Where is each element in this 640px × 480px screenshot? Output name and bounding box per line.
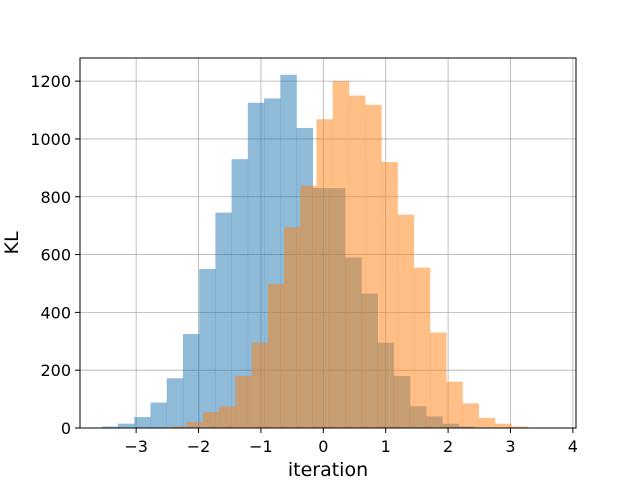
x-tick-label-4: 1	[381, 437, 391, 456]
series-2-bar-0	[170, 426, 187, 428]
x-tick-label-6: 3	[505, 437, 515, 456]
series-2-bar-10	[332, 81, 350, 428]
series-2-bar-1	[186, 422, 204, 428]
series-2-bar-17	[446, 381, 463, 428]
x-tick-label-5: 2	[443, 437, 453, 456]
series-2-bar-16	[430, 332, 447, 428]
series-2-bar-19	[478, 417, 496, 428]
y-tick-label-5: 1000	[30, 130, 71, 149]
series-2-bar-4	[235, 375, 252, 428]
series-2-bar-6	[267, 284, 285, 428]
series-2-bar-8	[300, 185, 317, 428]
y-tick-label-4: 800	[40, 188, 71, 207]
series-2-bar-5	[251, 342, 269, 428]
series-1-bar-5	[182, 334, 200, 428]
x-tick-label-1: −2	[187, 437, 211, 456]
x-axis-label: iteration	[288, 459, 368, 480]
x-tick-label-7: 4	[568, 437, 578, 456]
x-tick-label-3: 0	[318, 437, 328, 456]
series-2-bar-21	[511, 426, 528, 428]
series-1-bar-6	[199, 269, 216, 428]
series-1-bar-4	[166, 378, 184, 428]
x-tick-label-0: −3	[124, 437, 148, 456]
series-2-bar-13	[381, 162, 398, 428]
series-1-bar-2	[134, 417, 151, 428]
y-tick-label-2: 400	[40, 303, 71, 322]
series-2-bar-3	[219, 406, 236, 428]
series-1-bar-3	[150, 402, 168, 428]
series-2-bar-14	[397, 214, 415, 428]
series-1-bar-7	[215, 212, 232, 428]
series-2-bar-9	[316, 119, 333, 428]
series-2-bar-20	[494, 423, 512, 428]
axis-ticks: −3 −2 −1 0 1 2 3 4 0 200 400 600 800 1000 1200	[30, 72, 578, 456]
series-2-bar-15	[413, 267, 431, 428]
x-tick-label-2: −1	[249, 437, 273, 456]
series-1-bar-8	[231, 159, 249, 428]
series-2-bar-18	[462, 403, 479, 428]
y-tick-label-1: 200	[40, 361, 71, 380]
y-tick-label-0: 0	[61, 419, 71, 438]
series-2-bar-2	[202, 412, 220, 428]
series-1-bar-1	[118, 423, 135, 428]
series-2-bar-7	[284, 227, 301, 428]
series-2-bar-11	[348, 95, 366, 428]
y-tick-label-6: 1200	[30, 72, 71, 91]
series-2-bars	[170, 81, 528, 428]
y-tick-label-3: 600	[40, 246, 71, 265]
y-axis-label: KL	[1, 231, 23, 254]
series-2-bar-12	[365, 104, 382, 428]
series-1-bar-0	[101, 426, 119, 428]
plot-area-frame	[79, 57, 577, 429]
histogram-bars	[101, 74, 528, 428]
